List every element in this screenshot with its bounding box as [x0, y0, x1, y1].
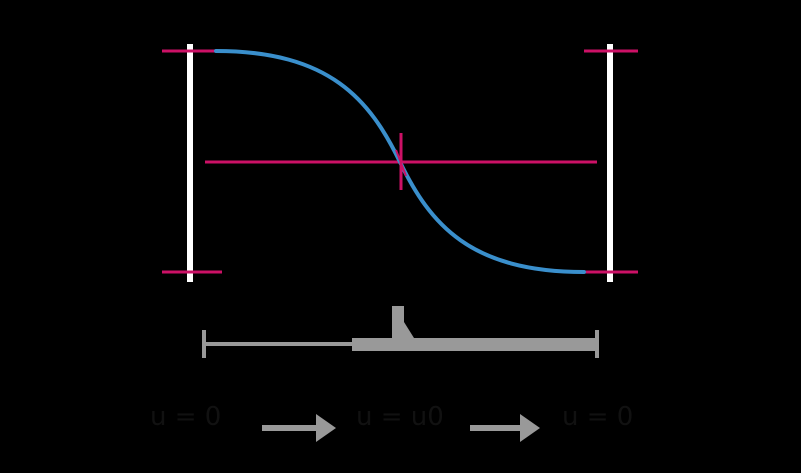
formula-right: u = 0 [562, 402, 634, 432]
scale-bar-label-mark [392, 306, 414, 338]
formula-middle: u = u0 [356, 402, 444, 432]
inflection-marker-slant [395, 149, 407, 177]
scale-bar-thick-segment [352, 338, 597, 351]
arrow-right [470, 414, 540, 442]
arrow-left [262, 414, 336, 442]
formula-left: u = 0 [150, 402, 222, 432]
formula-row: u = 0 u = u0 u = 0 [0, 392, 801, 452]
